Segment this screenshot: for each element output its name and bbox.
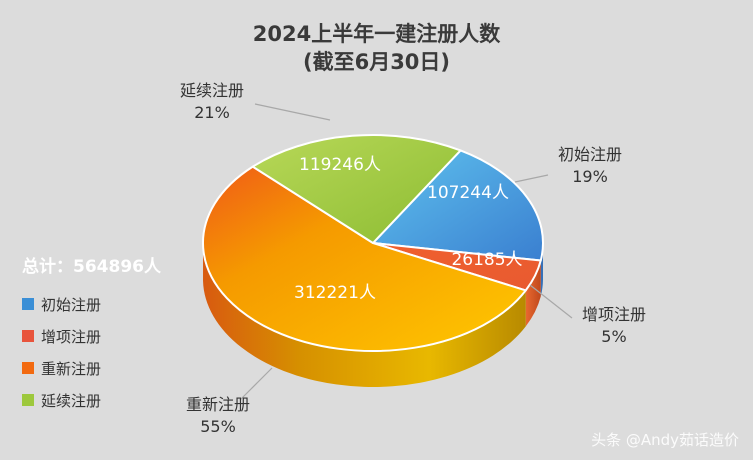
legend: 初始注册 增项注册 重新注册 延续注册 (22, 288, 101, 416)
pie-slice (372, 149, 544, 262)
slice-percent-label: 21% (194, 103, 230, 122)
slice-percent-label: 19% (572, 167, 608, 186)
legend-swatch (22, 298, 34, 310)
legend-swatch (22, 362, 34, 374)
slice-category-label: 重新注册 (186, 395, 250, 414)
slice-value-label: 107244人 (427, 183, 509, 203)
legend-swatch (22, 330, 34, 342)
total-label: 总计：564896人 (22, 257, 161, 277)
slice-value-label: 119246人 (299, 155, 381, 175)
chart-title-line2: (截至6月30日) (302, 50, 451, 74)
slice-percent-label: 5% (601, 327, 626, 346)
legend-label: 重新注册 (41, 359, 102, 378)
legend-label: 增项注册 (41, 327, 102, 346)
legend-item: 重新注册 (22, 352, 101, 384)
legend-swatch (22, 394, 34, 406)
leader-line (239, 367, 273, 401)
leader-line (514, 174, 549, 183)
slice-value-label: 26185人 (451, 250, 522, 270)
slice-value-label: 312221人 (294, 283, 376, 303)
pie-slice-side (203, 244, 526, 388)
slice-category-label: 增项注册 (582, 305, 646, 324)
slice-category-label: 初始注册 (558, 145, 622, 164)
watermark: 头条 @Andy茹话造价 (591, 431, 739, 449)
pie-slice (251, 134, 462, 244)
slice-category-label: 延续注册 (180, 81, 244, 100)
pie-slice-side (525, 260, 541, 327)
legend-label: 延续注册 (41, 391, 102, 410)
pie-slice (202, 165, 527, 352)
legend-item: 延续注册 (22, 384, 101, 416)
legend-item: 初始注册 (22, 288, 101, 320)
legend-item: 增项注册 (22, 320, 101, 352)
slice-percent-label: 55% (200, 417, 236, 436)
leader-line (254, 103, 331, 121)
legend-label: 初始注册 (41, 295, 102, 314)
leader-line (529, 284, 573, 319)
chart-title-line1: 2024上半年一建注册人数 (252, 22, 501, 46)
